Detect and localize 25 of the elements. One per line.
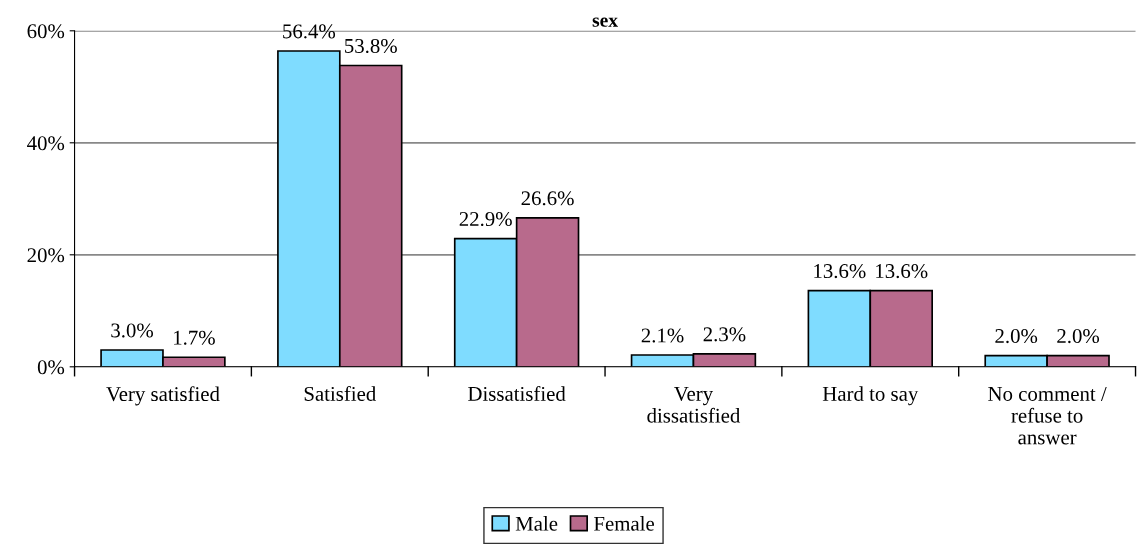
y-tick-label: 0%: [37, 360, 65, 375]
x-tick-label: Very satisfied: [106, 386, 220, 406]
data-label: 22.9%: [459, 211, 512, 227]
x-tick-label: Very dissatisfied: [647, 387, 741, 423]
x-tick-label: No comment / refuse to answer: [988, 386, 1107, 445]
data-label: 3.0%: [111, 323, 154, 338]
x-tick-label: Satisfied: [304, 386, 376, 401]
x-tick-label: Hard to say: [822, 386, 919, 406]
data-label: 2.3%: [703, 327, 746, 342]
legend-label: Male: [515, 516, 558, 531]
data-label: 13.6%: [876, 264, 928, 279]
data-label: 13.6%: [814, 264, 866, 279]
data-label: 2.0%: [995, 328, 1038, 344]
data-label: 26.6%: [521, 191, 574, 206]
x-tick-label: Dissatisfied: [468, 386, 566, 401]
data-label: 56.4%: [283, 24, 336, 39]
data-label: 53.8%: [345, 38, 397, 54]
data-label: 2.0%: [1057, 328, 1100, 344]
data-label: 2.1%: [641, 328, 684, 343]
legend-label: Female: [594, 516, 655, 531]
y-tick-label: 40%: [27, 136, 65, 151]
y-tick-label: 60%: [27, 24, 65, 39]
y-tick-label: 20%: [27, 248, 65, 263]
data-label: 1.7%: [174, 330, 215, 345]
chart-title: sex: [592, 17, 618, 27]
